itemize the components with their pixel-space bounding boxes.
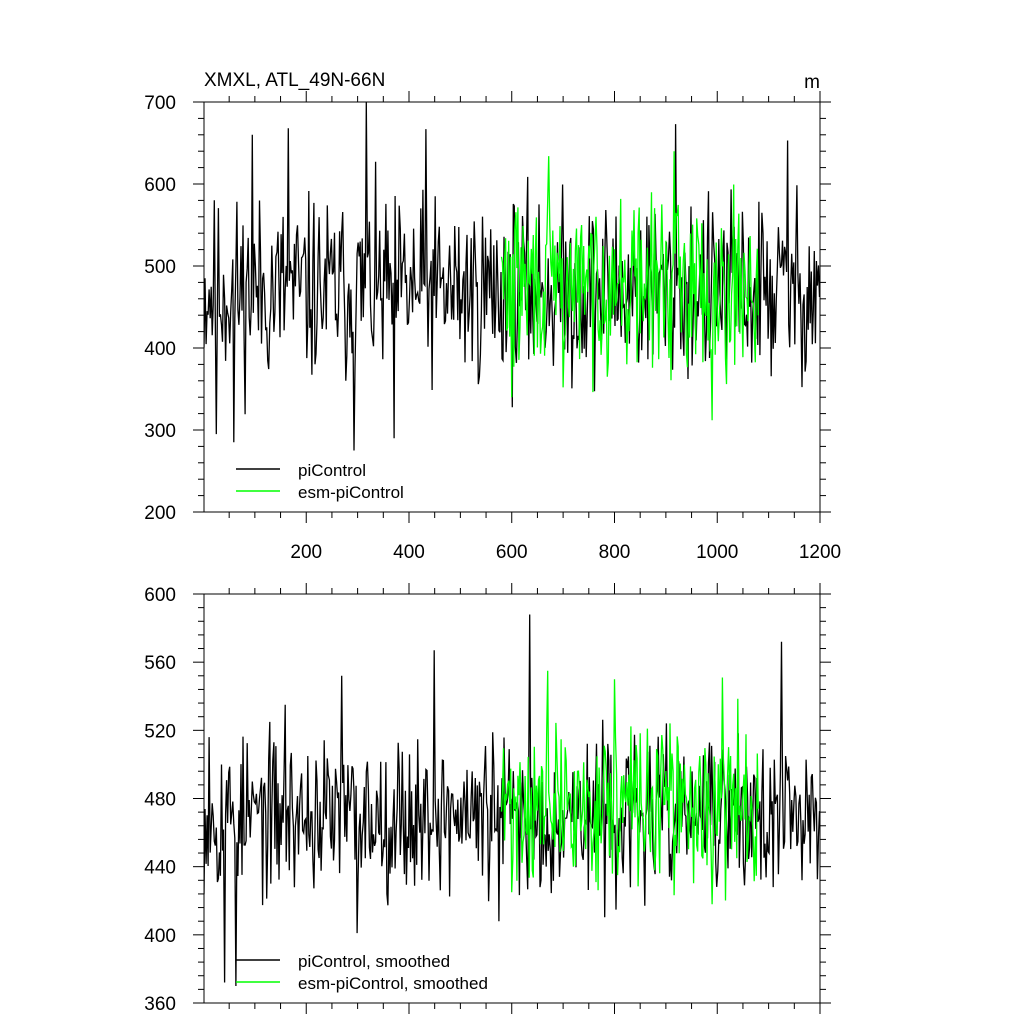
y-tick-label: 300	[144, 421, 176, 442]
x-tick-label: 200	[290, 542, 322, 563]
y-tick-label: 560	[144, 653, 176, 674]
legend-label: esm-piControl	[298, 483, 404, 502]
x-tick-label: 400	[393, 542, 425, 563]
bottom-panel: 360 400 440 480 520 560 600 piControl, smoothed…	[144, 583, 831, 1015]
y-tick-label: 200	[144, 503, 176, 524]
top-panel: XMXL, ATL_49N-66N m 200 300 400 500 600 700 20…	[144, 70, 841, 563]
legend-label: piControl, smoothed	[298, 952, 450, 971]
y-tick-label: 440	[144, 858, 176, 879]
legend-label: piControl	[298, 461, 366, 480]
x-tick-label: 1000	[696, 542, 738, 563]
y-tick-label: 500	[144, 257, 176, 278]
y-tick-label: 480	[144, 790, 176, 811]
y-tick-label: 400	[144, 339, 176, 360]
y-tick-label: 520	[144, 721, 176, 742]
y-tick-label: 400	[144, 926, 176, 947]
series-line-1	[500, 151, 759, 421]
legend-label: esm-piControl, smoothed	[298, 974, 488, 993]
units-label: m	[804, 72, 820, 93]
plot-frame	[203, 593, 821, 1004]
series-line-1	[500, 670, 759, 905]
series-line-0	[204, 614, 820, 987]
x-tick-label: 1200	[799, 542, 841, 563]
x-tick-label: 800	[599, 542, 631, 563]
y-tick-label: 360	[144, 994, 176, 1015]
y-tick-label: 600	[144, 585, 176, 606]
series-line-0	[204, 102, 820, 451]
y-tick-label: 600	[144, 175, 176, 196]
y-tick-label: 700	[144, 93, 176, 114]
panel-title: XMXL, ATL_49N-66N	[204, 70, 385, 91]
x-tick-label: 600	[496, 542, 528, 563]
